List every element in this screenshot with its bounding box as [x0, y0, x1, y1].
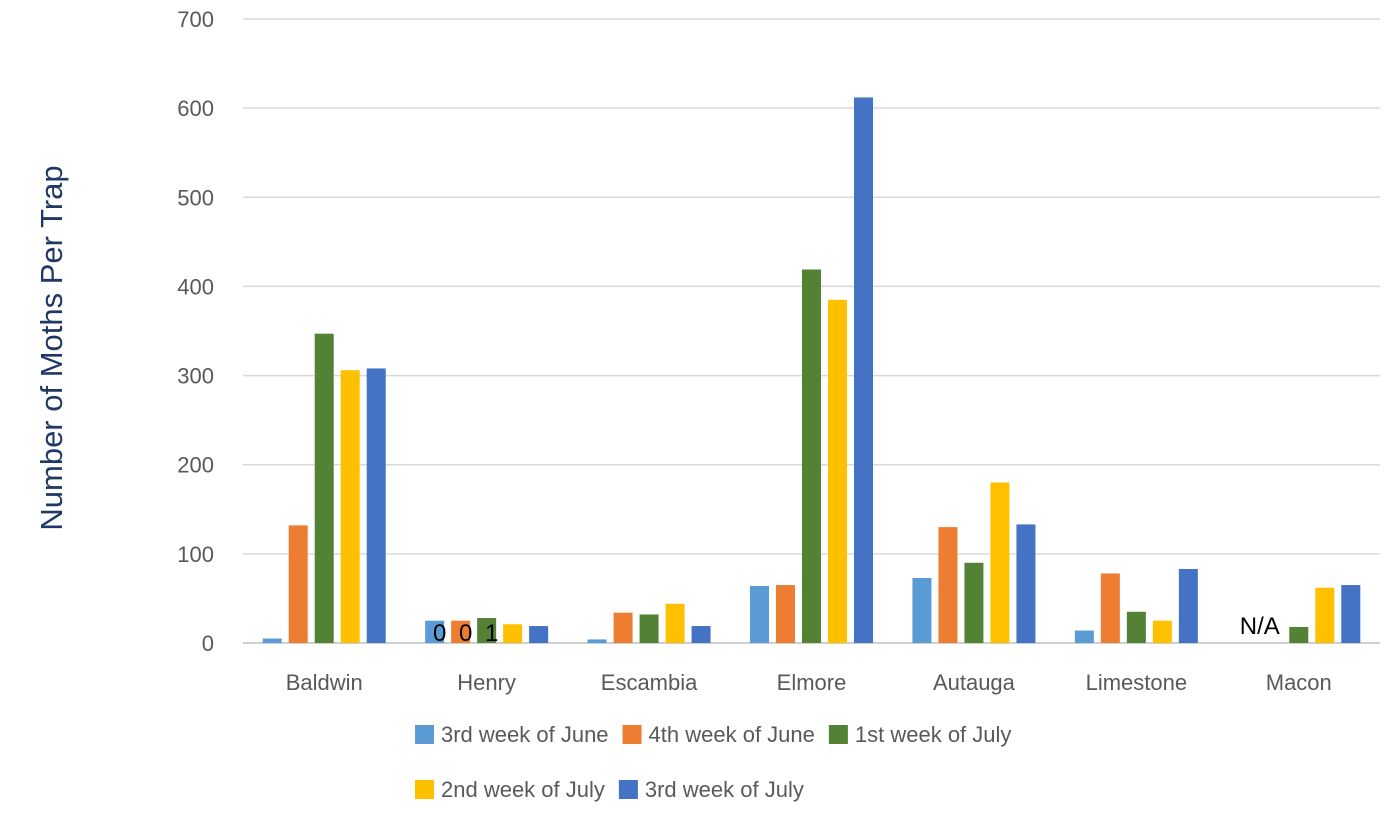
bar — [938, 527, 958, 643]
x-tick-label: Autauga — [933, 670, 1016, 695]
x-tick-label: Macon — [1266, 670, 1332, 695]
x-tick-label: Escambia — [601, 670, 698, 695]
x-tick-label: Elmore — [777, 670, 847, 695]
y-tick-label: 300 — [177, 364, 214, 389]
bar — [451, 620, 471, 643]
y-axis-title: Number of Moths Per Trap — [34, 165, 69, 530]
data-labels: 0 0 1 N/A — [433, 613, 1280, 647]
bar — [613, 612, 633, 643]
bar — [1341, 585, 1361, 643]
legend: 3rd week of June 4th week of June 1st week… — [415, 722, 1011, 802]
legend-label: 1st week of July — [855, 722, 1012, 747]
y-tick-label: 500 — [177, 185, 214, 210]
bar-series — [262, 97, 1361, 643]
bar — [854, 97, 873, 643]
y-tick-label: 400 — [177, 274, 214, 299]
legend-swatch — [828, 725, 848, 744]
bar — [477, 618, 497, 643]
x-tick-label: Limestone — [1086, 670, 1188, 695]
bar — [288, 525, 308, 643]
data-label: 0 — [459, 620, 472, 647]
data-label: 1 — [485, 620, 498, 647]
bar — [990, 482, 1010, 643]
y-tick-label: 200 — [177, 453, 214, 478]
bar — [1152, 620, 1172, 643]
data-label: N/A — [1240, 613, 1280, 640]
y-tick-label: 700 — [177, 7, 214, 32]
legend-swatch — [415, 725, 434, 744]
bar — [587, 639, 607, 643]
bar — [639, 614, 659, 643]
legend-label: 3rd week of July — [645, 777, 804, 802]
legend-swatch — [622, 725, 642, 744]
bar — [912, 577, 932, 643]
legend-label: 2nd week of July — [441, 777, 605, 802]
bar — [1126, 611, 1146, 643]
bar — [1315, 587, 1335, 643]
bar — [262, 638, 282, 643]
bar — [503, 624, 523, 643]
legend-label: 4th week of June — [649, 722, 815, 747]
data-label: 0 — [433, 620, 446, 647]
legend-swatch — [415, 780, 434, 799]
bar — [691, 626, 711, 643]
y-tick-label: 100 — [177, 542, 214, 567]
bar — [1289, 626, 1309, 643]
x-axis-category-labels: Baldwin Henry Escambia Elmore Autauga Limesto… — [286, 670, 1332, 695]
x-tick-label: Henry — [457, 670, 516, 695]
bar — [314, 333, 334, 643]
bar — [1074, 630, 1094, 643]
bar — [340, 370, 360, 643]
x-tick-label: Baldwin — [286, 670, 363, 695]
bar — [1016, 524, 1036, 643]
bar — [529, 626, 549, 643]
legend-swatch — [618, 780, 638, 799]
bar — [828, 299, 847, 643]
bar — [425, 620, 445, 643]
bar — [776, 585, 795, 643]
bar — [665, 603, 685, 643]
legend-label: 3rd week of June — [441, 722, 609, 747]
bar — [1100, 573, 1120, 643]
bar — [964, 562, 984, 643]
bar — [366, 368, 386, 643]
y-tick-label: 600 — [177, 96, 214, 121]
bar — [1178, 569, 1198, 643]
y-tick-label: 0 — [202, 631, 214, 656]
y-axis-tick-labels: 0 100 200 300 400 500 600 700 — [177, 7, 214, 656]
bar — [750, 585, 769, 643]
bar — [802, 269, 821, 643]
